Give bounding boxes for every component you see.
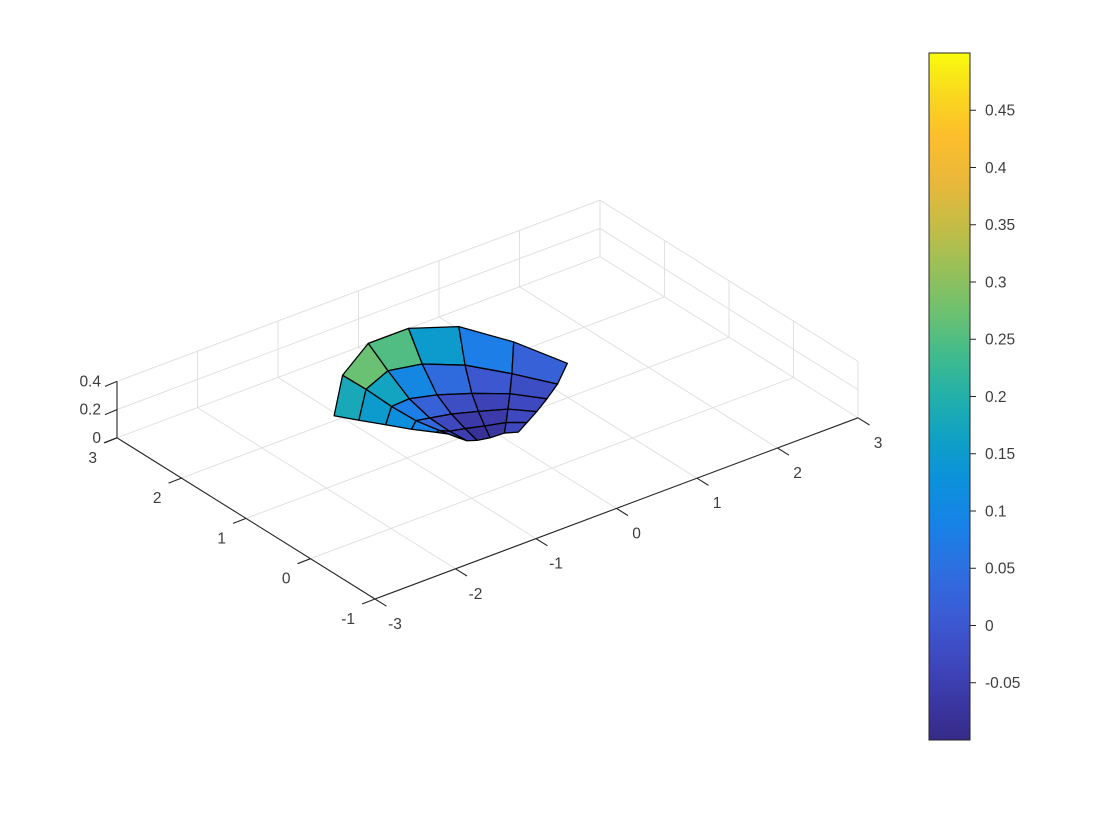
- colorbar-tick-label: 0: [985, 618, 994, 635]
- x-tick-mark: [777, 447, 790, 456]
- sidewall-gridline-z: [599, 199, 859, 362]
- backwall-gridline-z: [116, 227, 601, 411]
- colorbar-tick-label: 0.3: [985, 274, 1007, 291]
- z-tick-mark: [104, 380, 118, 387]
- x-tick-label: -3: [388, 616, 402, 633]
- z-tick-mark: [104, 437, 118, 444]
- colorbar-tick-label: 0.15: [985, 446, 1015, 463]
- colorbar-swatch: [929, 53, 970, 740]
- surface-face: [471, 392, 511, 413]
- y-tick-label: 0: [282, 571, 291, 588]
- x-tick-mark: [455, 568, 468, 577]
- z-tick-label: 0: [92, 430, 101, 447]
- surface-face: [505, 408, 538, 424]
- y-tick-label: 1: [217, 530, 226, 547]
- x-tick-label: -1: [549, 556, 563, 573]
- z-tick-label: 0.4: [79, 373, 101, 390]
- y-tick-mark: [168, 477, 182, 484]
- colorbar-tick-label: 0.1: [985, 503, 1007, 520]
- y-tick-label: -1: [341, 611, 355, 628]
- sidewall-gridline-z: [599, 228, 859, 390]
- colorbar-tick-label: 0.35: [985, 217, 1015, 234]
- x-tick-mark: [374, 598, 387, 607]
- y-tick-mark: [297, 558, 311, 565]
- z-tick-mark: [104, 409, 118, 416]
- x-tick-label: -2: [469, 586, 483, 603]
- x-tick-label: 2: [793, 465, 802, 482]
- colorbar: -0.05 0 0.05 0.1 0.15 0.2 0.25 0.3 0.35 0.4 0.45: [928, 52, 1020, 741]
- axes-ticks: -3 -2 -1 0 1 2 3 -1 0 1 2 3 0 0.2 0.4: [79, 373, 882, 633]
- x-tick-mark: [616, 507, 629, 517]
- colorbar-tick-label: 0.05: [985, 561, 1015, 578]
- y-tick-label: 3: [88, 450, 97, 467]
- x-tick-mark: [696, 477, 709, 486]
- surface-face: [503, 421, 528, 434]
- x-tick-label: 3: [874, 435, 883, 452]
- colorbar-tick-label: -0.05: [985, 675, 1020, 692]
- x-tick-label: 0: [632, 525, 641, 542]
- x-tick-label: 1: [713, 495, 722, 512]
- surface-mesh: [333, 325, 568, 442]
- colorbar-tick-label: 0.2: [985, 389, 1007, 406]
- x-tick-mark: [535, 538, 548, 547]
- y-tick-label: 2: [153, 490, 162, 507]
- y-tick-mark: [361, 598, 376, 605]
- colorbar-tick-label: 0.45: [985, 103, 1015, 120]
- floor-gridline-y: [116, 256, 601, 439]
- axes-grid: [116, 199, 859, 600]
- backwall-gridline-z: [116, 199, 601, 382]
- z-tick-label: 0.2: [79, 402, 101, 419]
- colorbar-tick-label: 0.4: [985, 160, 1007, 177]
- floor-gridline-y: [310, 377, 794, 560]
- y-tick-mark: [232, 517, 247, 524]
- colorbar-tick-label: 0.25: [985, 332, 1015, 349]
- x-tick-mark: [857, 417, 870, 426]
